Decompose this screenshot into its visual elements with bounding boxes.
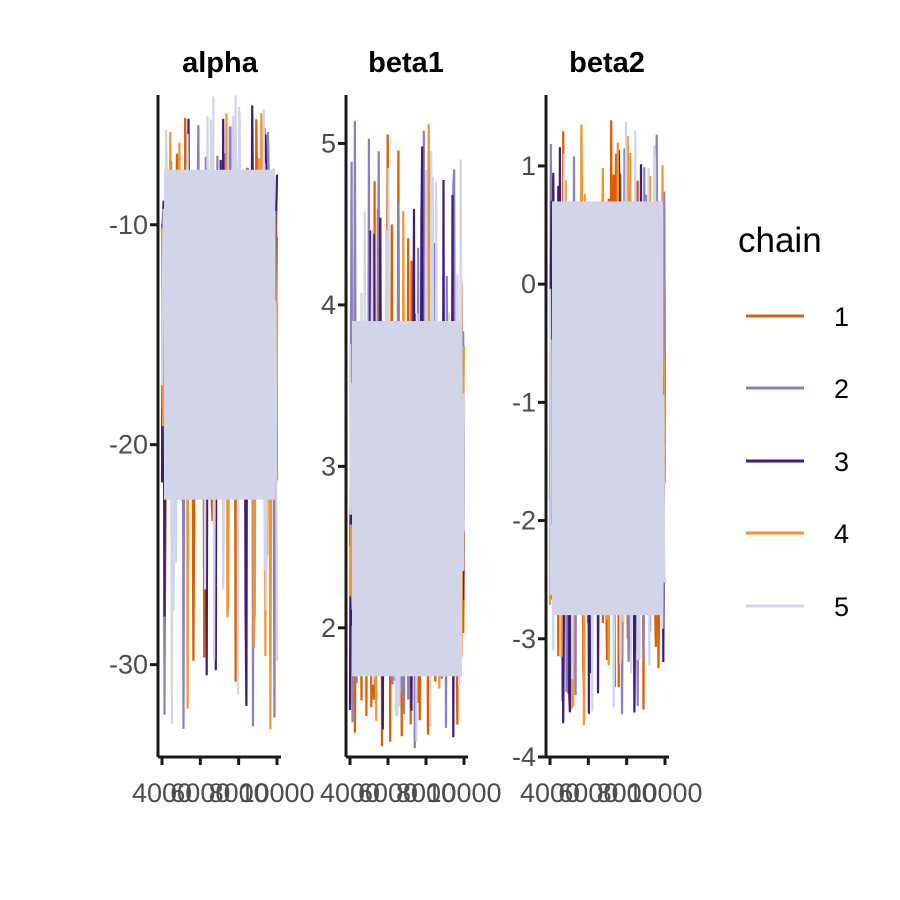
y-tick-label-alpha-2: -30 xyxy=(109,650,148,680)
x-tick-label-alpha-3: 10000 xyxy=(239,778,314,808)
x-tick-label-beta2-1: 6000 xyxy=(558,778,618,808)
y-tick-label-alpha-0: -10 xyxy=(109,210,148,240)
legend-label-chain-2: 2 xyxy=(834,374,849,404)
legend: chain 1 2 3 4 5 xyxy=(738,221,849,622)
y-tick-label-beta2-0: 1 xyxy=(521,151,536,181)
y-tick-label-beta1-2: 4 xyxy=(321,290,336,320)
traces-alpha xyxy=(160,95,279,730)
trace-band-beta1 xyxy=(352,321,462,677)
facet-title-alpha: alpha xyxy=(182,47,259,79)
x-tick-label-alpha-0: 4000 xyxy=(132,778,192,808)
facet-title-beta2: beta2 xyxy=(569,47,645,79)
y-tick-label-beta1-3: 5 xyxy=(321,128,336,158)
legend-label-chain-5: 5 xyxy=(834,592,849,622)
trace-band-alpha xyxy=(164,169,275,500)
x-tick-label-beta1-2: 8000 xyxy=(396,778,456,808)
legend-title: chain xyxy=(738,221,822,260)
traces-beta1 xyxy=(348,121,466,749)
x-tick-label-beta2-2: 8000 xyxy=(597,778,657,808)
y-tick-label-beta1-1: 3 xyxy=(321,451,336,481)
x-tick-label-alpha-1: 6000 xyxy=(170,778,230,808)
x-tick-label-beta2-0: 4000 xyxy=(520,778,580,808)
y-tick-label-beta2-4: -3 xyxy=(512,624,536,654)
legend-label-chain-1: 1 xyxy=(834,302,849,332)
legend-label-chain-4: 4 xyxy=(834,519,849,549)
x-tick-label-beta1-0: 4000 xyxy=(320,778,380,808)
y-tick-label-alpha-1: -20 xyxy=(109,430,148,460)
y-tick-label-beta2-2: -1 xyxy=(512,387,536,417)
y-tick-label-beta2-5: -4 xyxy=(512,742,536,772)
x-tick-label-beta1-1: 6000 xyxy=(358,778,418,808)
y-tick-label-beta1-0: 2 xyxy=(321,613,336,643)
y-tick-label-beta2-3: -2 xyxy=(512,506,536,536)
x-tick-label-alpha-2: 8000 xyxy=(209,778,269,808)
x-tick-label-beta2-3: 10000 xyxy=(627,778,702,808)
trace-band-beta2 xyxy=(552,201,663,616)
x-tick-label-beta1-3: 10000 xyxy=(426,778,501,808)
legend-label-chain-3: 3 xyxy=(834,447,849,477)
traces-beta2 xyxy=(548,120,667,726)
facet-title-beta1: beta1 xyxy=(368,47,444,79)
y-tick-label-beta2-1: 0 xyxy=(521,269,536,299)
